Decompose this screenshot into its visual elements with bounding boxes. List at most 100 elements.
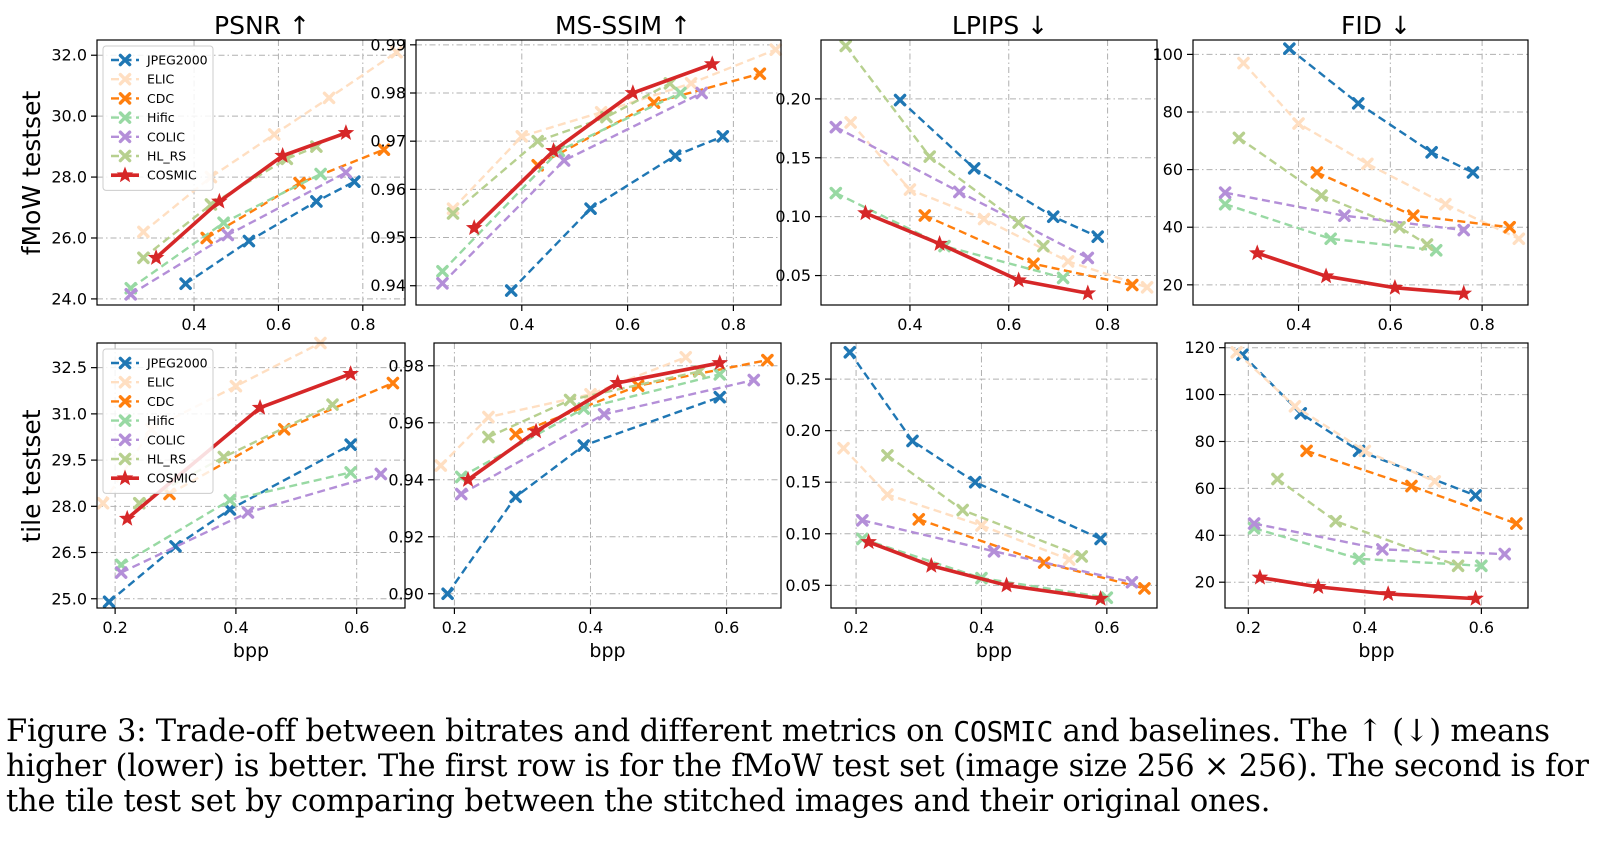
data-point	[987, 544, 1001, 558]
y-tick-label: 80	[1163, 103, 1183, 122]
data-point	[1451, 559, 1465, 573]
data-point	[584, 202, 597, 215]
legend: JPEG2000 ELIC CDC Hific COLIC HL_RS COSMIC	[102, 348, 214, 494]
legend-label: Hific	[147, 110, 175, 125]
data-point	[695, 86, 708, 100]
data-point	[1329, 514, 1343, 528]
series-elic	[1230, 346, 1442, 488]
data-point	[1091, 230, 1105, 243]
data-point	[1393, 220, 1406, 234]
data-point	[509, 490, 522, 504]
legend-marker	[118, 111, 132, 124]
data-point	[1428, 475, 1442, 488]
data-point	[1125, 575, 1139, 589]
y-tick-label: 80	[1195, 432, 1215, 451]
legend-marker	[118, 149, 132, 163]
series-line-cosmic	[472, 62, 713, 230]
x-axis-label: bpp	[976, 640, 1012, 662]
legend-label: COLIC	[147, 129, 185, 144]
legend-entry-elic: ELIC	[111, 375, 175, 390]
data-point	[459, 471, 477, 487]
x-tick-label: 0.4	[578, 618, 603, 637]
data-point	[1247, 517, 1261, 530]
data-point	[769, 43, 783, 56]
data-point	[1218, 197, 1232, 211]
series-line-hl-rs	[452, 82, 671, 215]
series-hl-rs	[1271, 472, 1465, 573]
series-line-cosmic	[1259, 575, 1476, 601]
data-point	[912, 513, 926, 526]
data-point	[1037, 239, 1050, 253]
x-tick-label: 0.4	[223, 618, 248, 637]
titles-layer: PSNR ↑ MS-SSIM ↑ LPIPS ↓ FID ↓ fMoW test…	[17, 11, 1411, 543]
series-jpeg2000	[843, 345, 1107, 546]
data-point	[1218, 186, 1232, 199]
legend-label: CDC	[147, 91, 174, 106]
series-line-elic	[1235, 351, 1436, 483]
series-cdc	[1310, 166, 1516, 234]
y-tick-label: 0.90	[388, 584, 424, 603]
data-point	[1062, 553, 1076, 566]
data-point	[1503, 220, 1516, 234]
data-point	[179, 277, 192, 290]
series-elic	[1237, 56, 1526, 246]
y-tick-label: 30.0	[51, 107, 87, 126]
series-colic	[436, 86, 708, 290]
data-point	[829, 186, 843, 200]
legend-entry-colic: COLIC	[111, 432, 185, 447]
data-point	[1310, 166, 1324, 179]
y-tick-label: 0.20	[785, 421, 821, 440]
x-tick-label: 0.4	[969, 618, 994, 637]
data-point	[893, 93, 907, 107]
data-point	[1317, 267, 1335, 284]
subplot-3: 0.4 0.6 0.8 0.05 0.10 0.15 0.20	[775, 39, 1158, 334]
data-point	[1429, 243, 1443, 257]
legend-entry-cosmic: COSMIC	[111, 166, 197, 183]
y-tick-label: 0.94	[388, 470, 424, 489]
legend-label: HL_RS	[147, 452, 186, 467]
data-point	[1125, 278, 1139, 292]
y-tick-label: 0.20	[775, 89, 811, 108]
data-point	[446, 207, 460, 220]
data-point	[837, 441, 850, 455]
data-point	[1386, 278, 1404, 295]
y-tick-label: 0.96	[388, 413, 424, 432]
data-point	[1056, 271, 1070, 285]
data-point	[229, 379, 243, 393]
legend-marker	[118, 375, 132, 389]
x-tick-label: 0.4	[181, 315, 206, 334]
y-tick-label: 26.0	[51, 228, 87, 247]
data-point	[504, 284, 518, 297]
y-tick-label: 32.5	[51, 358, 87, 377]
legend-label: COSMIC	[147, 168, 197, 183]
data-point	[223, 503, 237, 516]
data-point	[953, 185, 966, 199]
y-tick-label: 28.0	[51, 168, 87, 187]
y-tick-label: 28.0	[51, 497, 87, 516]
data-point	[1455, 284, 1473, 301]
series-cosmic	[465, 55, 721, 235]
series-hl-rs	[482, 365, 706, 444]
data-point	[1037, 556, 1051, 569]
x-axis-label: bpp	[589, 640, 625, 662]
data-point	[1251, 568, 1269, 585]
data-point	[374, 467, 388, 481]
series-colic	[124, 166, 353, 301]
series-colic	[1218, 186, 1471, 237]
series-line-cosmic	[864, 211, 1089, 295]
data-point	[1425, 146, 1438, 159]
legend-marker	[116, 469, 134, 486]
plot-frame	[820, 39, 1158, 306]
data-point	[856, 514, 869, 527]
x-tick-label: 0.4	[1352, 618, 1377, 637]
legend-box	[102, 45, 214, 191]
legend-entry-cosmic: COSMIC	[111, 469, 197, 486]
legend-marker	[118, 433, 132, 447]
series-line-hific	[1253, 527, 1482, 567]
data-point	[713, 368, 727, 381]
data-point	[829, 120, 843, 134]
legend-entry-hific: Hific	[111, 413, 175, 428]
series-hl-rs	[881, 449, 1089, 563]
data-point	[482, 430, 495, 444]
series-colic	[114, 467, 388, 579]
